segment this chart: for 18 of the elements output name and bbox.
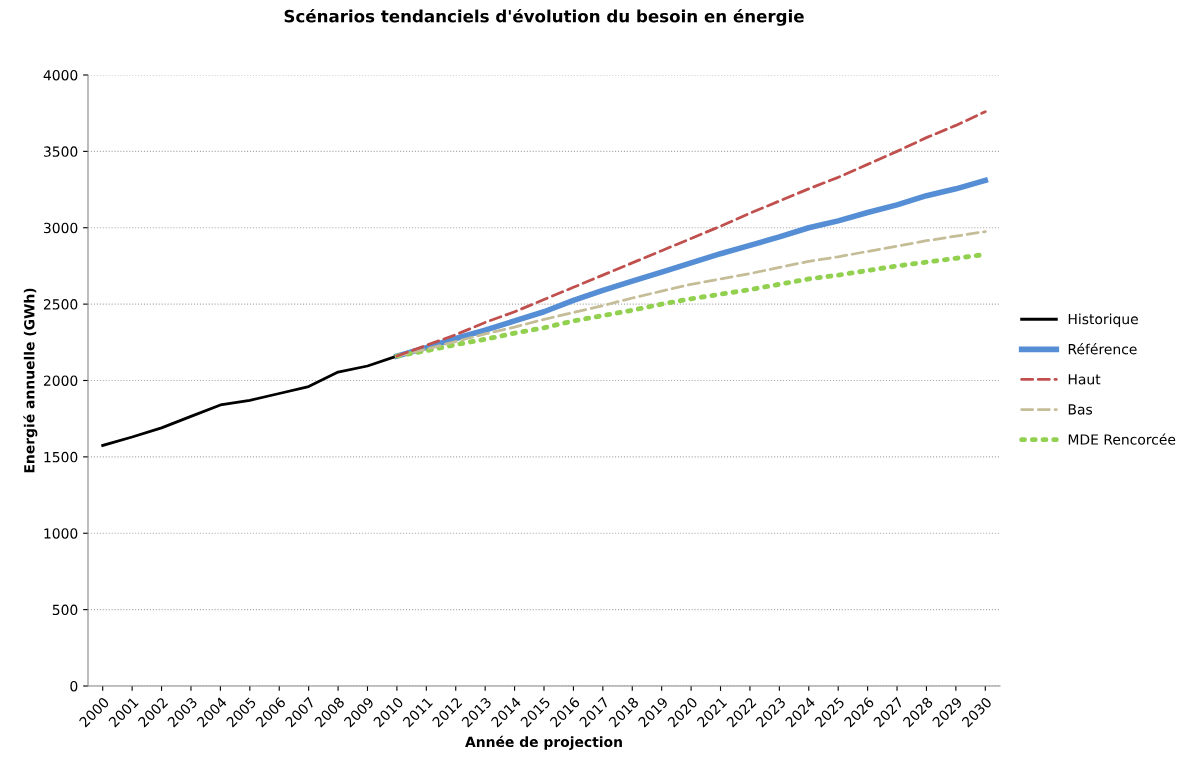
legend-label: MDE Rencorcée (1068, 433, 1176, 445)
y-tick-label: 0 (70, 680, 78, 692)
legend-label: Historique (1068, 313, 1138, 327)
y-tick-label: 3000 (43, 222, 78, 234)
chart-title: Scénarios tendanciels d'évolution du besoin en énergie (284, 8, 804, 26)
y-tick-label: 3500 (43, 146, 78, 157)
legend-label: Haut (1068, 374, 1101, 385)
y-tick-label: 1500 (44, 451, 78, 463)
y-tick-label: 500 (52, 604, 78, 616)
y-tick-label: 2500 (43, 299, 78, 310)
y-tick-label: 2000 (43, 375, 78, 386)
legend-label: Référence (1068, 343, 1137, 355)
line-series (395, 110, 987, 358)
legend-label: Bas (1068, 404, 1093, 415)
y-tick-label: 4000 (43, 69, 78, 81)
y-axis-title: Energié annuelle (GWh) (23, 288, 38, 473)
y-tick-label: 1000 (44, 528, 78, 539)
x-axis-title: Année de projection (465, 735, 622, 750)
